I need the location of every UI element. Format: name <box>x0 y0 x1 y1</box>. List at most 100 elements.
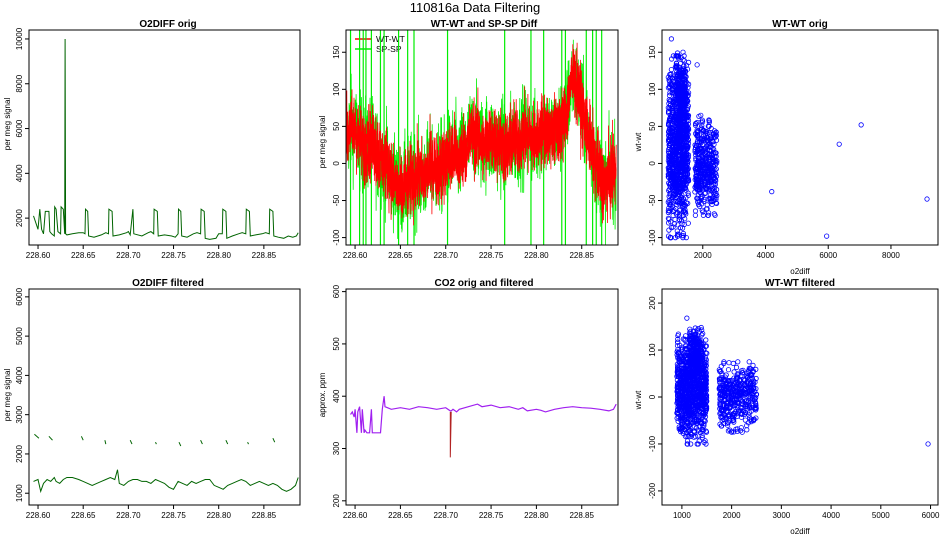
scatter-point <box>666 129 672 135</box>
scatter-point <box>698 201 705 207</box>
y-tick-label: 150 <box>648 45 657 59</box>
scatter-point <box>686 389 693 395</box>
scatter-point <box>695 441 701 447</box>
scatter-point <box>686 330 693 336</box>
y-tick-label: 6000 <box>15 287 24 305</box>
scatter-point <box>667 208 673 214</box>
scatter-point <box>670 166 677 172</box>
y-axis-label: per meg signal <box>318 116 327 169</box>
y-axis-label: wt-wt <box>634 132 643 152</box>
scatter-point <box>703 337 709 343</box>
scatter-point <box>726 395 732 401</box>
panel-title: WT-WT and SP-SP Diff <box>431 19 538 30</box>
scatter-point <box>680 392 686 399</box>
scatter-point <box>681 408 687 414</box>
scatter-point <box>681 204 688 210</box>
scatter-point <box>738 389 745 396</box>
scatter-point <box>673 63 679 69</box>
x-tick-label: 228.70 <box>433 511 458 520</box>
scatter-point <box>702 393 708 399</box>
scatter-point <box>738 404 744 410</box>
y-tick-label: 200 <box>332 494 341 508</box>
scatter-point <box>674 343 681 349</box>
plot-frame <box>345 29 619 246</box>
scatter-point <box>685 190 691 196</box>
scatter-point <box>725 367 732 373</box>
scatter-point <box>670 178 676 184</box>
scatter-point <box>719 391 726 397</box>
scatter-point <box>703 387 710 393</box>
scatter-point <box>679 160 685 166</box>
scatter-point <box>703 161 709 167</box>
scatter-point <box>685 192 692 198</box>
scatter-point <box>740 388 746 395</box>
y-axis-label: wt-wt <box>634 390 643 410</box>
scatter-point <box>729 377 735 383</box>
scatter-point <box>745 381 751 387</box>
scatter-point <box>684 441 690 447</box>
scatter-point <box>693 174 699 180</box>
scatter-point <box>707 136 713 142</box>
scatter-point <box>673 60 680 67</box>
scatter-point <box>674 85 680 91</box>
plot-frame <box>345 288 619 506</box>
axes: 2000 4000 6000 8000 -100 -50 0 50 100 150 <box>648 29 939 260</box>
scatter-point <box>674 408 681 414</box>
x-tick-label: 228.85 <box>569 511 594 520</box>
scatter-point <box>680 141 686 147</box>
scatter-point <box>717 401 723 408</box>
scatter-point <box>692 380 698 387</box>
scatter-point <box>681 114 687 120</box>
scatter-point <box>675 336 681 342</box>
scatter-point <box>674 385 680 391</box>
series-line-co2-filtered <box>350 396 617 434</box>
scatter-point <box>744 427 750 433</box>
scatter-point <box>669 125 676 131</box>
scatter-point <box>706 165 712 171</box>
panel-o2diff-filtered: O2DIFF filtered per meg signal <box>3 278 204 421</box>
scatter-point <box>702 132 709 138</box>
scatter-point <box>733 389 739 395</box>
scatter-point <box>718 405 724 411</box>
scatter-point <box>675 198 681 204</box>
scatter-point <box>702 181 708 188</box>
x-tick-label: 228.60 <box>26 251 51 260</box>
scatter-point <box>670 153 676 159</box>
scatter-point <box>674 50 681 56</box>
scatter-point <box>675 350 682 356</box>
scatter-point <box>703 398 710 405</box>
scatter-point <box>705 172 711 178</box>
series-fragment <box>272 437 276 443</box>
scatter-point <box>699 432 705 439</box>
scatter-point <box>683 404 689 410</box>
scatter-point <box>727 394 733 400</box>
y-tick-label: 150 <box>332 45 341 59</box>
scatter-point <box>698 324 704 331</box>
scatter-point <box>681 221 687 228</box>
scatter-point <box>824 233 830 239</box>
y-tick-label: 50 <box>648 121 657 130</box>
scatter-point <box>705 210 712 216</box>
scatter-point <box>692 145 699 151</box>
panel-o2diff-orig: O2DIFF orig per meg signal <box>3 19 197 150</box>
y-tick-label: 600 <box>332 284 341 298</box>
scatter-point <box>707 196 713 202</box>
scatter-point <box>721 420 727 426</box>
scatter-point <box>675 231 682 237</box>
scatter-point <box>665 233 672 239</box>
y-tick-label: 3000 <box>15 405 24 423</box>
scatter-point <box>682 112 688 118</box>
scatter-point <box>676 214 682 220</box>
scatter-point <box>700 161 706 167</box>
scatter-point <box>680 57 686 63</box>
scatter-point <box>724 420 730 426</box>
scatter-point <box>724 405 730 411</box>
axes: 1000 2000 3000 4000 5000 6000 -200 -100 0 100 200 <box>648 288 940 520</box>
scatter-point <box>699 332 705 338</box>
scatter-point <box>675 339 681 345</box>
scatter-point <box>703 186 709 192</box>
scatter-point <box>746 388 753 394</box>
series-line-o2diff-filtered <box>33 469 299 494</box>
scatter-point <box>694 129 700 135</box>
scatter-point <box>684 395 690 401</box>
